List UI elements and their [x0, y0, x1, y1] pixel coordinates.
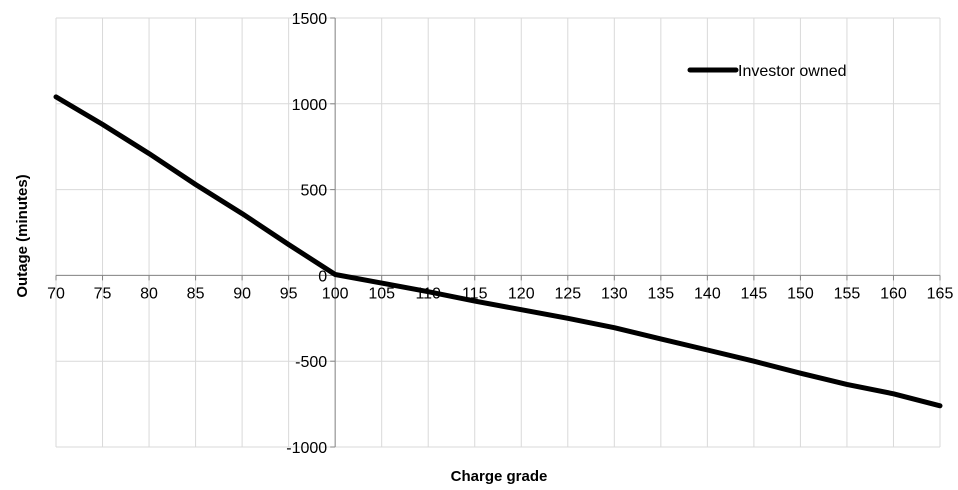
- x-tick-label-125: 125: [554, 285, 581, 302]
- x-tick-label-145: 145: [741, 285, 768, 302]
- x-tick-label-80: 80: [140, 285, 158, 302]
- legend-label-investor-owned: Investor owned: [738, 63, 847, 80]
- y-tick-label-0: 0: [318, 268, 327, 285]
- x-tick-label-100: 100: [322, 285, 349, 302]
- x-tick-label-130: 130: [601, 285, 628, 302]
- x-tick-label-85: 85: [187, 285, 205, 302]
- x-tick-label-165: 165: [927, 285, 954, 302]
- x-tick-label-150: 150: [787, 285, 814, 302]
- series-line-investor-owned: [53, 94, 943, 409]
- x-tick-label-90: 90: [233, 285, 251, 302]
- y-axis-label: Outage (minutes): [14, 174, 31, 297]
- x-tick-label-135: 135: [647, 285, 674, 302]
- y-tick-labels: -1000 -500 0 500 1000 1500: [286, 11, 327, 457]
- x-axis-label: Charge grade: [451, 468, 548, 485]
- x-tick-label-105: 105: [368, 285, 395, 302]
- y-tick-label--500: -500: [295, 354, 327, 371]
- axes: [55, 17, 941, 448]
- y-tick-label-1000: 1000: [292, 97, 328, 114]
- y-tick-label--1000: -1000: [286, 440, 327, 457]
- gridlines: [55, 17, 941, 448]
- x-tick-label-95: 95: [280, 285, 298, 302]
- x-tick-label-120: 120: [508, 285, 535, 302]
- x-tick-label-155: 155: [834, 285, 861, 302]
- x-tick-label-160: 160: [880, 285, 907, 302]
- x-tick-label-70: 70: [47, 285, 65, 302]
- legend: Investor owned: [687, 63, 847, 80]
- series-group: [53, 94, 943, 409]
- x-tick-label-75: 75: [94, 285, 112, 302]
- y-tick-label-1500: 1500: [292, 11, 328, 28]
- x-tick-label-140: 140: [694, 285, 721, 302]
- y-tick-label-500: 500: [300, 183, 327, 200]
- x-tick-labels: 70 75 80 85 90 95 100 105 110 115 120 125 130 135 140 1…: [47, 285, 953, 302]
